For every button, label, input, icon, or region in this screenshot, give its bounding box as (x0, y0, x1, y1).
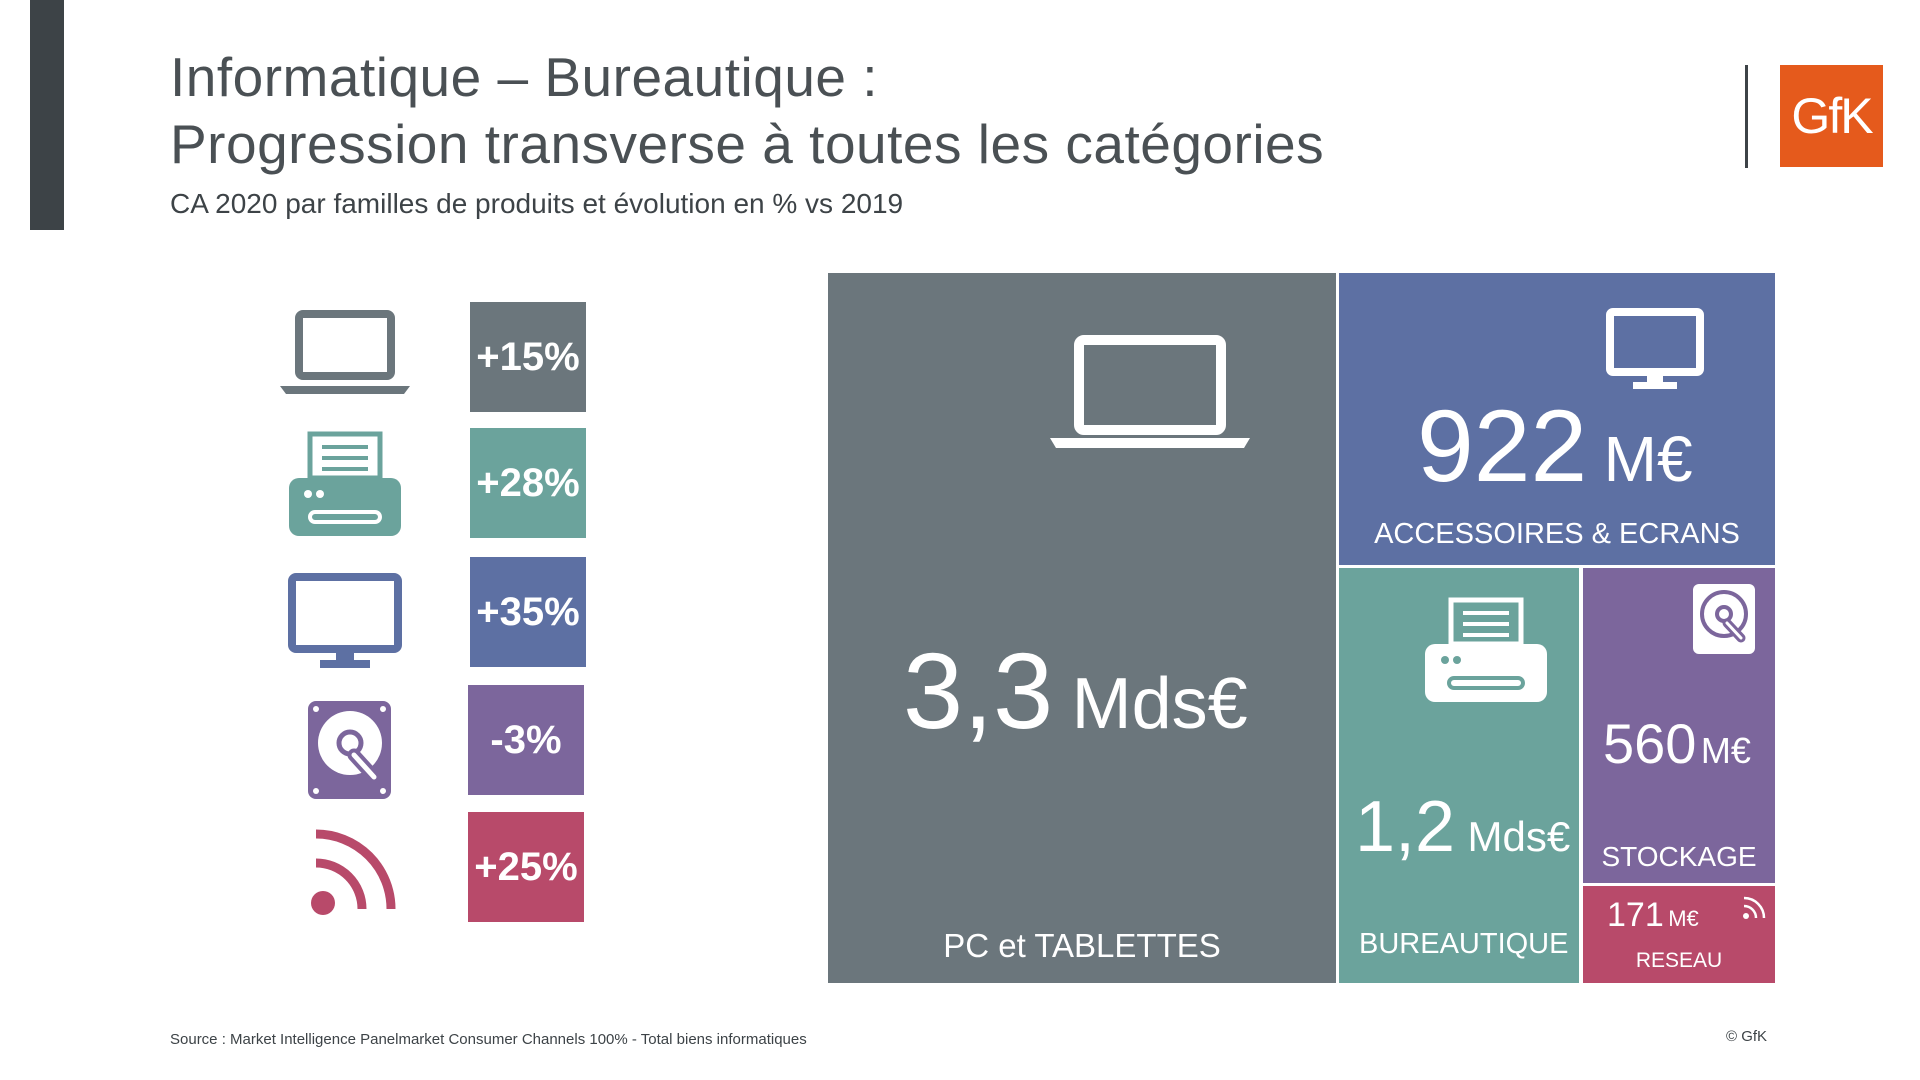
logo-divider (1745, 65, 1748, 168)
growth-badge-pc: +15% (470, 302, 586, 412)
gfk-logo: GfK (1780, 65, 1883, 167)
tile-pc-unit: Mds€ (1071, 664, 1248, 744)
growth-badge-stockage: -3% (468, 685, 584, 795)
tile-pc-value: 3,3 (903, 630, 1054, 751)
tile-reseau: 171 M€ RESEAU (1583, 886, 1775, 983)
tile-bureautique-amount: 1,2 Mds€ (1355, 786, 1570, 868)
monitor-icon (280, 568, 410, 668)
tile-reseau-label: RESEAU (1635, 949, 1723, 972)
tile-accessoires-value: 922 (1417, 389, 1588, 503)
tile-reseau-value: 171 (1607, 896, 1664, 934)
logo-text: GfK (1791, 88, 1873, 144)
tile-reseau-amount: 171 M€ (1607, 896, 1699, 935)
wifi-icon (280, 820, 410, 920)
tile-bureautique: 1,2 Mds€ BUREAUTIQUE (1339, 568, 1579, 983)
tile-stockage-unit: M€ (1700, 730, 1751, 771)
page-subtitle: CA 2020 par familles de produits et évol… (170, 188, 904, 219)
accent-bar (30, 0, 64, 230)
tile-pc-tablettes: 3,3 Mds€ PC et TABLETTES (828, 273, 1336, 983)
tile-pc-label: PC et TABLETTES (943, 927, 1221, 964)
tile-accessoires-unit: M€ (1603, 423, 1693, 495)
tile-bureautique-unit: Mds€ (1467, 813, 1571, 860)
growth-badge-bureautique: +28% (470, 428, 586, 538)
tile-stockage-value: 560 (1603, 712, 1697, 775)
hard-drive-icon (1689, 580, 1759, 661)
growth-badge-accessoires: +35% (470, 557, 586, 667)
source-note: Source : Market Intelligence Panelmarket… (170, 1031, 807, 1048)
copyright: © GfK (1726, 1028, 1768, 1045)
printer-icon (1421, 596, 1551, 711)
tile-stockage: 560 M€ STOCKAGE (1583, 568, 1775, 883)
tile-stockage-amount: 560 M€ (1603, 711, 1751, 776)
tile-accessoires-amount: 922 M€ (1417, 388, 1693, 505)
printer-icon (280, 430, 410, 536)
tile-accessoires-label: ACCESSOIRES & ECRANS (1374, 518, 1740, 550)
tile-accessoires-ecrans: 922 M€ ACCESSOIRES & ECRANS (1339, 273, 1775, 565)
page-title-line-1: Informatique – Bureautique : (170, 46, 879, 108)
laptop-icon (280, 306, 410, 406)
tile-bureautique-value: 1,2 (1355, 787, 1456, 867)
tile-reseau-unit: M€ (1668, 906, 1699, 931)
growth-badge-reseau: +25% (468, 812, 584, 922)
laptop-icon (1050, 333, 1250, 463)
monitor-icon (1605, 307, 1705, 396)
hard-drive-icon (280, 693, 410, 799)
page-title-line-2: Progression transverse à toutes les caté… (170, 113, 1325, 175)
wifi-icon (1740, 894, 1770, 927)
tile-bureautique-label: BUREAUTIQUE (1359, 928, 1569, 960)
tile-stockage-label: STOCKAGE (1601, 841, 1757, 872)
tile-pc-amount: 3,3 Mds€ (903, 628, 1248, 753)
